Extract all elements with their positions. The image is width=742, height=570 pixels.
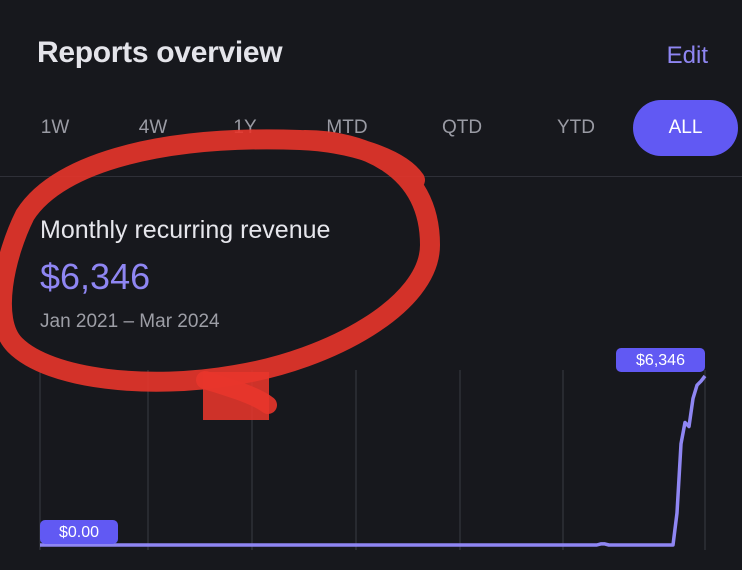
revenue-line-chart: $0.00 $6,346: [39, 348, 707, 550]
chart-start-value-label: $0.00: [40, 520, 118, 544]
tab-mtd[interactable]: MTD: [326, 117, 368, 138]
metric-title: Monthly recurring revenue: [40, 216, 331, 244]
period-tabs: 1W 4W 1Y MTD QTD YTD ALL: [0, 100, 742, 158]
tab-qtd[interactable]: QTD: [441, 117, 483, 138]
chart-end-value-label: $6,346: [616, 348, 705, 372]
metric-value: $6,346: [40, 256, 151, 297]
svg-text:$6,346: $6,346: [636, 352, 685, 369]
tab-1w[interactable]: 1W: [40, 117, 70, 138]
page-title: Reports overview: [37, 36, 283, 69]
tab-ytd[interactable]: YTD: [557, 117, 595, 138]
svg-text:$0.00: $0.00: [59, 524, 99, 541]
edit-button[interactable]: Edit: [666, 42, 708, 69]
tab-1y[interactable]: 1Y: [233, 117, 257, 138]
header: Reports overview Edit: [0, 0, 742, 100]
divider: [0, 176, 742, 177]
metric-date-range: Jan 2021 – Mar 2024: [40, 311, 220, 332]
tab-all[interactable]: ALL: [633, 100, 738, 156]
tab-4w[interactable]: 4W: [138, 117, 168, 138]
chart-series-line: [40, 374, 707, 547]
